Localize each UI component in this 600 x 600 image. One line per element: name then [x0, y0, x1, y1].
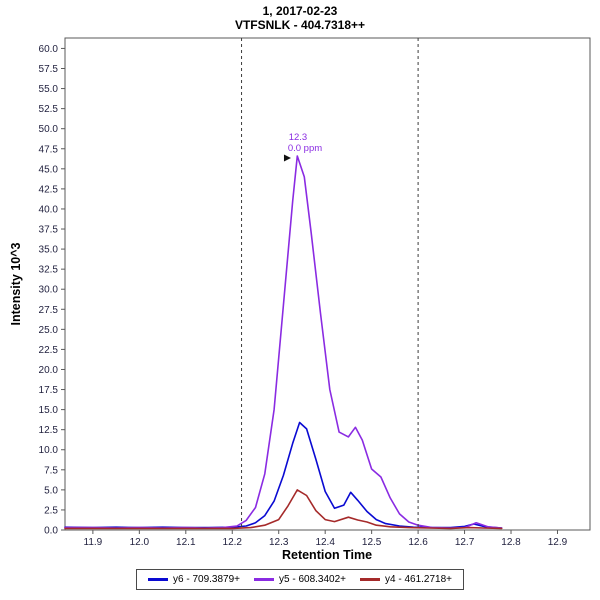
x-axis-label: Retention Time [282, 548, 372, 562]
legend-label-y4: y4 - 461.2718+ [385, 574, 452, 585]
svg-text:52.5: 52.5 [39, 104, 59, 115]
svg-text:17.5: 17.5 [39, 385, 59, 396]
svg-text:12.1: 12.1 [176, 537, 196, 548]
y-axis-label: Intensity 10^3 [9, 242, 23, 325]
svg-text:47.5: 47.5 [39, 144, 59, 155]
svg-text:57.5: 57.5 [39, 64, 59, 75]
svg-text:55.0: 55.0 [39, 84, 59, 95]
svg-text:32.5: 32.5 [39, 265, 59, 276]
axis-ticks: 11.9 12.0 12.1 12.2 12.3 12.4 12.5 12.6 12.7 12.8… [39, 44, 568, 548]
svg-text:12.5: 12.5 [362, 537, 382, 548]
svg-text:22.5: 22.5 [39, 345, 59, 356]
svg-text:35.0: 35.0 [39, 245, 59, 256]
plot-area[interactable] [64, 37, 591, 531]
svg-text:37.5: 37.5 [39, 225, 59, 236]
legend-swatch-y6 [148, 578, 168, 581]
svg-text:30.0: 30.0 [39, 285, 59, 296]
svg-text:25.0: 25.0 [39, 325, 59, 336]
svg-text:12.9: 12.9 [548, 537, 568, 548]
svg-text:2.5: 2.5 [44, 505, 58, 516]
legend-swatch-y5 [254, 578, 274, 581]
peak-annotation: 12.30.0 ppm [283, 132, 322, 162]
legend-box: y6 - 709.3879+ y5 - 608.3402+ y4 - 461.2… [136, 569, 464, 590]
legend-item-y5: y5 - 608.3402+ [254, 574, 346, 585]
svg-text:12.5: 12.5 [39, 425, 59, 436]
integration-boundary-lines[interactable] [241, 38, 419, 530]
svg-text:5.0: 5.0 [44, 485, 58, 496]
svg-text:0.0 ppm: 0.0 ppm [288, 143, 322, 154]
svg-text:40.0: 40.0 [39, 204, 59, 215]
svg-text:11.9: 11.9 [84, 537, 103, 548]
chromatogram-traces [64, 155, 503, 530]
legend-item-y4: y4 - 461.2718+ [360, 574, 452, 585]
svg-text:12.6: 12.6 [408, 537, 428, 548]
svg-text:12.3: 12.3 [269, 537, 289, 548]
svg-text:12.7: 12.7 [455, 537, 475, 548]
svg-text:42.5: 42.5 [39, 184, 59, 195]
legend-label-y6: y6 - 709.3879+ [173, 574, 240, 585]
svg-text:15.0: 15.0 [39, 405, 59, 416]
svg-text:20.0: 20.0 [39, 365, 59, 376]
legend-swatch-y4 [360, 578, 380, 581]
legend-item-y6: y6 - 709.3879+ [148, 574, 240, 585]
svg-text:27.5: 27.5 [39, 305, 59, 316]
svg-text:60.0: 60.0 [39, 44, 59, 55]
svg-text:0.0: 0.0 [44, 526, 58, 537]
svg-text:50.0: 50.0 [39, 124, 59, 135]
svg-text:45.0: 45.0 [39, 164, 59, 175]
svg-text:12.4: 12.4 [315, 537, 335, 548]
svg-text:12.8: 12.8 [501, 537, 521, 548]
svg-text:10.0: 10.0 [39, 445, 59, 456]
svg-text:12.3: 12.3 [289, 132, 308, 143]
svg-text:12.2: 12.2 [223, 537, 243, 548]
chart-subtitle: VTFSNLK - 404.7318++ [235, 18, 365, 32]
svg-text:7.5: 7.5 [44, 465, 58, 476]
legend-label-y5: y5 - 608.3402+ [279, 574, 346, 585]
chart-title: 1, 2017-02-23 [263, 4, 338, 18]
svg-text:12.0: 12.0 [130, 537, 150, 548]
